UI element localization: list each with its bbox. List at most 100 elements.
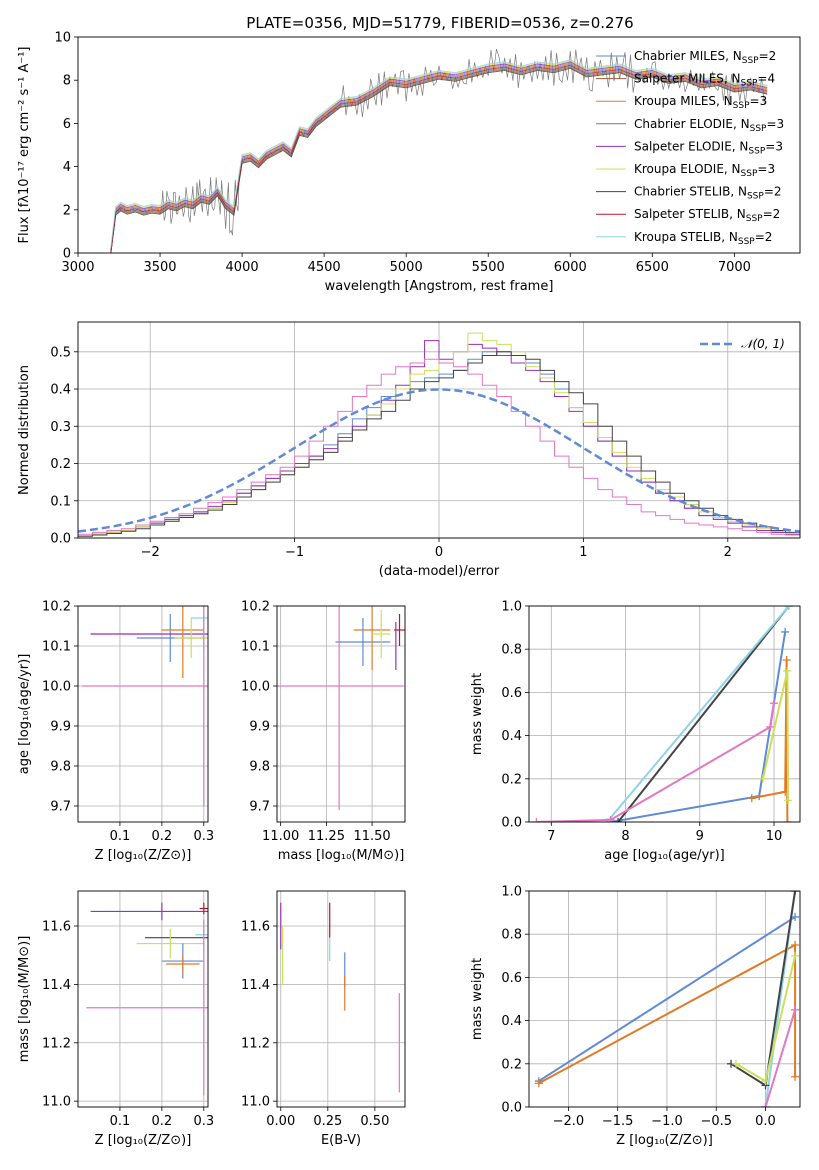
axes-frame: [77, 321, 801, 539]
legend-label: Kroupa STELIB, NSSP=2: [634, 230, 772, 247]
plot-area: [280, 902, 400, 1093]
weight-marker: [731, 1059, 740, 1068]
weight-marker: [614, 818, 623, 822]
x-tick-label: 1: [579, 545, 587, 560]
panel-weight_vs_Z: −2.0 −1.5 −1.0 −0.5 0.0 0.0 0.2 0.4 0.6 0.8 1.0 Z […: [470, 885, 801, 1148]
x-tick-label: 0: [435, 545, 443, 560]
x-tick-label: 0.0: [755, 1114, 776, 1129]
y-tick-label: 9.8: [50, 760, 71, 775]
x-tick-label: 4500: [308, 260, 341, 275]
model-spectrum-line: [110, 63, 768, 252]
y-tick-label: 10: [54, 31, 71, 46]
axes-frame: [528, 605, 801, 823]
legend-label: 𝒩(0, 1): [741, 337, 785, 351]
y-axis-label: mass [log₁₀(M/M⊙)]: [17, 936, 32, 1063]
weight-marker: [791, 1005, 800, 1014]
y-tick-label: 0.0: [501, 1101, 522, 1116]
plot-area: [82, 606, 208, 806]
x-axis-label: Z [log₁₀(Z/Z⊙)]: [95, 1133, 192, 1148]
plot-area: [277, 606, 405, 810]
y-tick-label: 11.4: [42, 978, 71, 993]
y-tick-label: 0.6: [501, 686, 522, 701]
weight-marker: [783, 818, 792, 822]
legend-subscript: SSP: [748, 146, 765, 156]
legend-count: =2: [763, 207, 781, 221]
normal-curve: [78, 388, 800, 533]
y-tick-label: 1.0: [501, 885, 522, 900]
y-axis-label: Flux [fλ10⁻¹⁷ erg cm⁻² s⁻¹ A⁻¹]: [17, 47, 32, 244]
legend-label: Salpeter MILES, NSSP=4: [634, 72, 775, 89]
legend-count: =2: [755, 230, 773, 244]
x-axis-label: Z [log₁₀(Z/Z⊙)]: [95, 848, 192, 863]
weight-marker: [784, 796, 793, 805]
y-tick-label: 1.0: [501, 600, 522, 615]
y-tick-label: 0: [63, 247, 71, 262]
y-axis-label: age [log₁₀(age/yr)]: [17, 654, 32, 775]
x-tick-label: 3000: [61, 260, 94, 275]
x-axis-label: mass [log₁₀(M/M⊙)]: [278, 848, 405, 863]
axes-frame: [77, 36, 801, 254]
model-spectrum-line: [110, 60, 768, 249]
weight-marker: [791, 941, 800, 949]
y-tick-label: 2: [63, 203, 71, 218]
y-tick-label: 0.5: [50, 345, 71, 360]
legend-subscript: SSP: [741, 79, 758, 89]
x-tick-label: 6500: [636, 260, 669, 275]
legend-subscript: SSP: [742, 56, 759, 66]
y-tick-label: 8: [63, 74, 71, 89]
legend-label: Chabrier MILES, NSSP=2: [634, 49, 776, 66]
histogram-step: [78, 351, 800, 538]
panel-age_vs_Z: 0.1 0.2 0.3 9.7 9.8 9.9 10.0 10.1 10.2 Z [log₁₀(Z…: [17, 600, 214, 864]
x-tick-label: 0.2: [152, 1114, 173, 1129]
panel-weight_vs_age: 7 8 9 10 0.0 0.2 0.4 0.6 0.8 1.0 age [log₁₀(age/yr…: [470, 600, 801, 863]
legend-subscript: SSP: [750, 124, 767, 134]
y-tick-label: 11.0: [241, 1095, 270, 1110]
x-tick-label: 0.1: [110, 1114, 131, 1129]
y-tick-label: 0.4: [501, 1014, 522, 1029]
weight-marker: [761, 1103, 770, 1107]
plot-area: [534, 891, 800, 1107]
y-tick-label: 0.2: [50, 457, 71, 472]
x-tick-label: 0.00: [266, 1114, 295, 1129]
axes-frame: [276, 605, 406, 823]
x-tick-label: 5000: [390, 260, 423, 275]
legend-subscript: SSP: [733, 101, 750, 111]
weight-marker: [782, 656, 791, 664]
weight-marker: [758, 774, 767, 783]
x-tick-label: 0.50: [360, 1114, 389, 1129]
y-tick-label: 10.0: [241, 680, 270, 695]
weight-line: [764, 1009, 797, 1107]
axes-frame: [528, 890, 801, 1108]
x-tick-label: −2: [141, 545, 160, 560]
y-tick-label: 0.2: [501, 772, 522, 787]
y-tick-label: 6: [63, 117, 71, 132]
weight-marker: [532, 818, 541, 822]
x-axis-label: wavelength [Angstrom, rest frame]: [325, 279, 554, 294]
weight-marker: [784, 606, 793, 610]
axes-frame: [77, 605, 209, 823]
x-tick-label: 0.3: [193, 1114, 214, 1129]
plot-area: [86, 902, 208, 1096]
y-axis-label: mass weight: [470, 958, 485, 1040]
legend-label: Chabrier ELODIE, NSSP=3: [634, 117, 784, 134]
y-tick-label: 0.8: [501, 928, 522, 943]
x-tick-label: 4000: [226, 260, 259, 275]
weight-marker: [783, 666, 792, 675]
x-tick-label: −1: [285, 545, 304, 560]
x-tick-label: 8: [621, 829, 629, 844]
legend-count: =2: [764, 185, 782, 199]
plot-area: [110, 48, 768, 253]
y-tick-label: 11.6: [241, 920, 270, 935]
model-spectrum-line: [110, 66, 768, 253]
x-tick-label: −1.0: [651, 1114, 683, 1129]
y-tick-label: 0.6: [501, 971, 522, 986]
panel-mass_vs_Z: 0.1 0.2 0.3 11.0 11.2 11.4 11.6 Z [log₁₀(Z/Z⊙)]…: [17, 890, 214, 1148]
legend-label: Salpeter STELIB, NSSP=2: [634, 207, 780, 224]
x-tick-label: 10: [766, 829, 783, 844]
x-tick-label: 7000: [718, 260, 751, 275]
x-tick-label: 0.25: [313, 1114, 342, 1129]
weight-line: [538, 916, 796, 1082]
axes-frame: [77, 890, 209, 1108]
model-spectrum-line: [110, 67, 768, 253]
legend-label: Kroupa MILES, NSSP=3: [634, 94, 767, 111]
